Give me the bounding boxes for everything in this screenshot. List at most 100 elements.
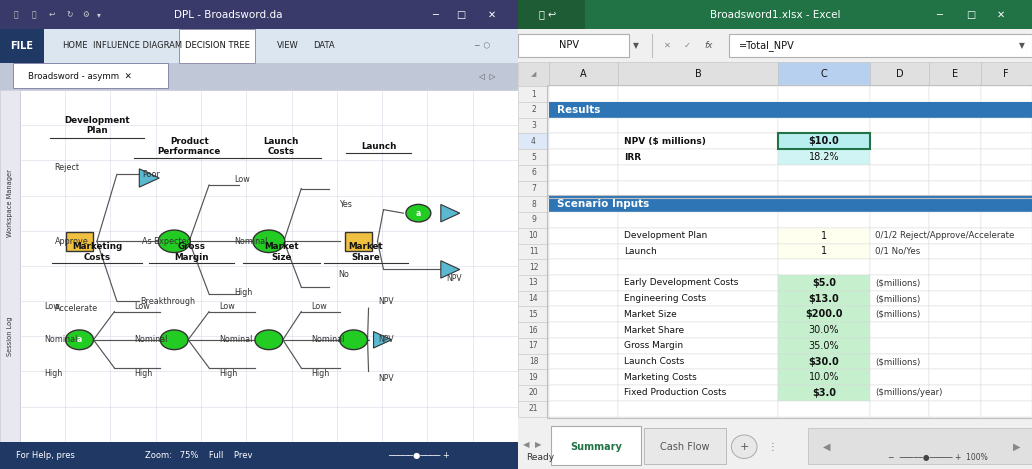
Text: Summary: Summary (571, 442, 622, 452)
Text: ▾: ▾ (97, 10, 100, 19)
Bar (518, 401, 549, 416)
Text: Low: Low (44, 302, 60, 311)
Bar (870, 134, 929, 149)
Text: ◁  ▷: ◁ ▷ (479, 72, 495, 81)
Text: 5: 5 (531, 152, 536, 162)
Bar (549, 181, 618, 197)
Text: $13.0: $13.0 (808, 294, 839, 303)
Text: E: E (952, 69, 958, 79)
Text: ◀: ◀ (522, 440, 529, 449)
Bar (777, 212, 870, 228)
Text: $3.0: $3.0 (812, 388, 836, 398)
Bar (870, 62, 929, 86)
Text: Market Share: Market Share (624, 325, 684, 334)
Bar (549, 306, 618, 322)
Text: Zoom:   75%    Full    Prev: Zoom: 75% Full Prev (146, 451, 253, 460)
Text: Market
Share: Market Share (349, 242, 383, 262)
Text: 35.0%: 35.0% (808, 341, 839, 351)
Bar (549, 212, 618, 228)
Text: ▶: ▶ (536, 440, 542, 449)
Bar (929, 370, 980, 385)
Text: ↩: ↩ (49, 10, 55, 19)
Bar (618, 401, 777, 416)
Text: High: High (234, 288, 252, 297)
Text: DATA: DATA (313, 41, 334, 51)
Text: ⋮: ⋮ (768, 442, 777, 452)
Bar (870, 86, 929, 102)
Text: Yes: Yes (338, 200, 352, 209)
Text: ─────●──── +: ─────●──── + (388, 451, 450, 460)
Bar (980, 322, 1032, 338)
Bar (929, 291, 980, 306)
Text: 18.2%: 18.2% (808, 152, 839, 162)
Text: For Help, pres: For Help, pres (15, 451, 74, 460)
Text: 8: 8 (531, 200, 536, 209)
Bar (870, 181, 929, 197)
Text: 10: 10 (528, 231, 539, 240)
Bar (929, 306, 980, 322)
Text: ▼: ▼ (634, 41, 639, 50)
Bar (549, 228, 618, 243)
Bar (870, 306, 929, 322)
Text: 🗁: 🗁 (13, 10, 18, 19)
Text: ─  ⬡: ─ ⬡ (474, 41, 490, 51)
Bar (980, 243, 1032, 259)
Bar (980, 370, 1032, 385)
Polygon shape (139, 169, 159, 187)
Bar (518, 212, 549, 228)
Bar (777, 322, 870, 338)
Bar (618, 243, 777, 259)
Text: Broadsword1.xlsx - Excel: Broadsword1.xlsx - Excel (710, 9, 840, 20)
Text: High: High (44, 369, 63, 378)
Text: D: D (896, 69, 903, 79)
Text: Early Development Costs: Early Development Costs (624, 279, 739, 287)
Bar (870, 291, 929, 306)
Text: 0/1/2 Reject/Approve/Accelerate: 0/1/2 Reject/Approve/Accelerate (875, 231, 1014, 240)
Bar (777, 228, 870, 243)
Bar (929, 118, 980, 134)
Text: Low: Low (234, 175, 250, 184)
Text: $200.0: $200.0 (805, 310, 842, 319)
Text: =Total_NPV: =Total_NPV (739, 40, 795, 51)
Text: a: a (416, 209, 421, 218)
Text: 6: 6 (531, 168, 536, 177)
Text: 0/1 No/Yes: 0/1 No/Yes (875, 247, 921, 256)
Bar (518, 134, 549, 149)
Ellipse shape (158, 230, 190, 253)
Text: Cash Flow: Cash Flow (660, 442, 710, 452)
Text: ⚙: ⚙ (82, 10, 89, 19)
Text: Scenario Inputs: Scenario Inputs (556, 199, 649, 209)
Bar (618, 259, 777, 275)
Text: Fixed Production Costs: Fixed Production Costs (624, 388, 727, 398)
Bar (777, 370, 870, 385)
Text: ─   ─────●───── +  100%: ─ ─────●───── + 100% (889, 453, 988, 462)
Text: Gross Margin: Gross Margin (624, 341, 683, 350)
Bar (551, 426, 642, 465)
Bar (870, 370, 929, 385)
Text: No: No (338, 270, 350, 279)
Text: High: High (134, 369, 153, 378)
Bar (980, 165, 1032, 181)
Bar (870, 243, 929, 259)
Text: DECISION TREE: DECISION TREE (185, 41, 250, 51)
Bar (518, 354, 549, 370)
Bar (929, 354, 980, 370)
Text: B: B (695, 69, 702, 79)
Text: Session Log: Session Log (7, 317, 12, 356)
Bar (518, 86, 549, 102)
Text: NPV ($ millions): NPV ($ millions) (624, 137, 706, 146)
Bar (777, 134, 870, 149)
Bar (980, 275, 1032, 291)
Bar (980, 338, 1032, 354)
Bar (518, 291, 549, 306)
Bar (549, 134, 618, 149)
Bar (870, 401, 929, 416)
Text: Development Plan: Development Plan (624, 231, 708, 240)
Text: Broadsword - asymm  ✕: Broadsword - asymm ✕ (28, 72, 132, 81)
Bar (618, 86, 777, 102)
Text: 3: 3 (531, 121, 536, 130)
Text: 19: 19 (528, 373, 539, 382)
Bar (345, 232, 373, 251)
Text: NPV: NPV (379, 296, 394, 306)
Bar (929, 212, 980, 228)
